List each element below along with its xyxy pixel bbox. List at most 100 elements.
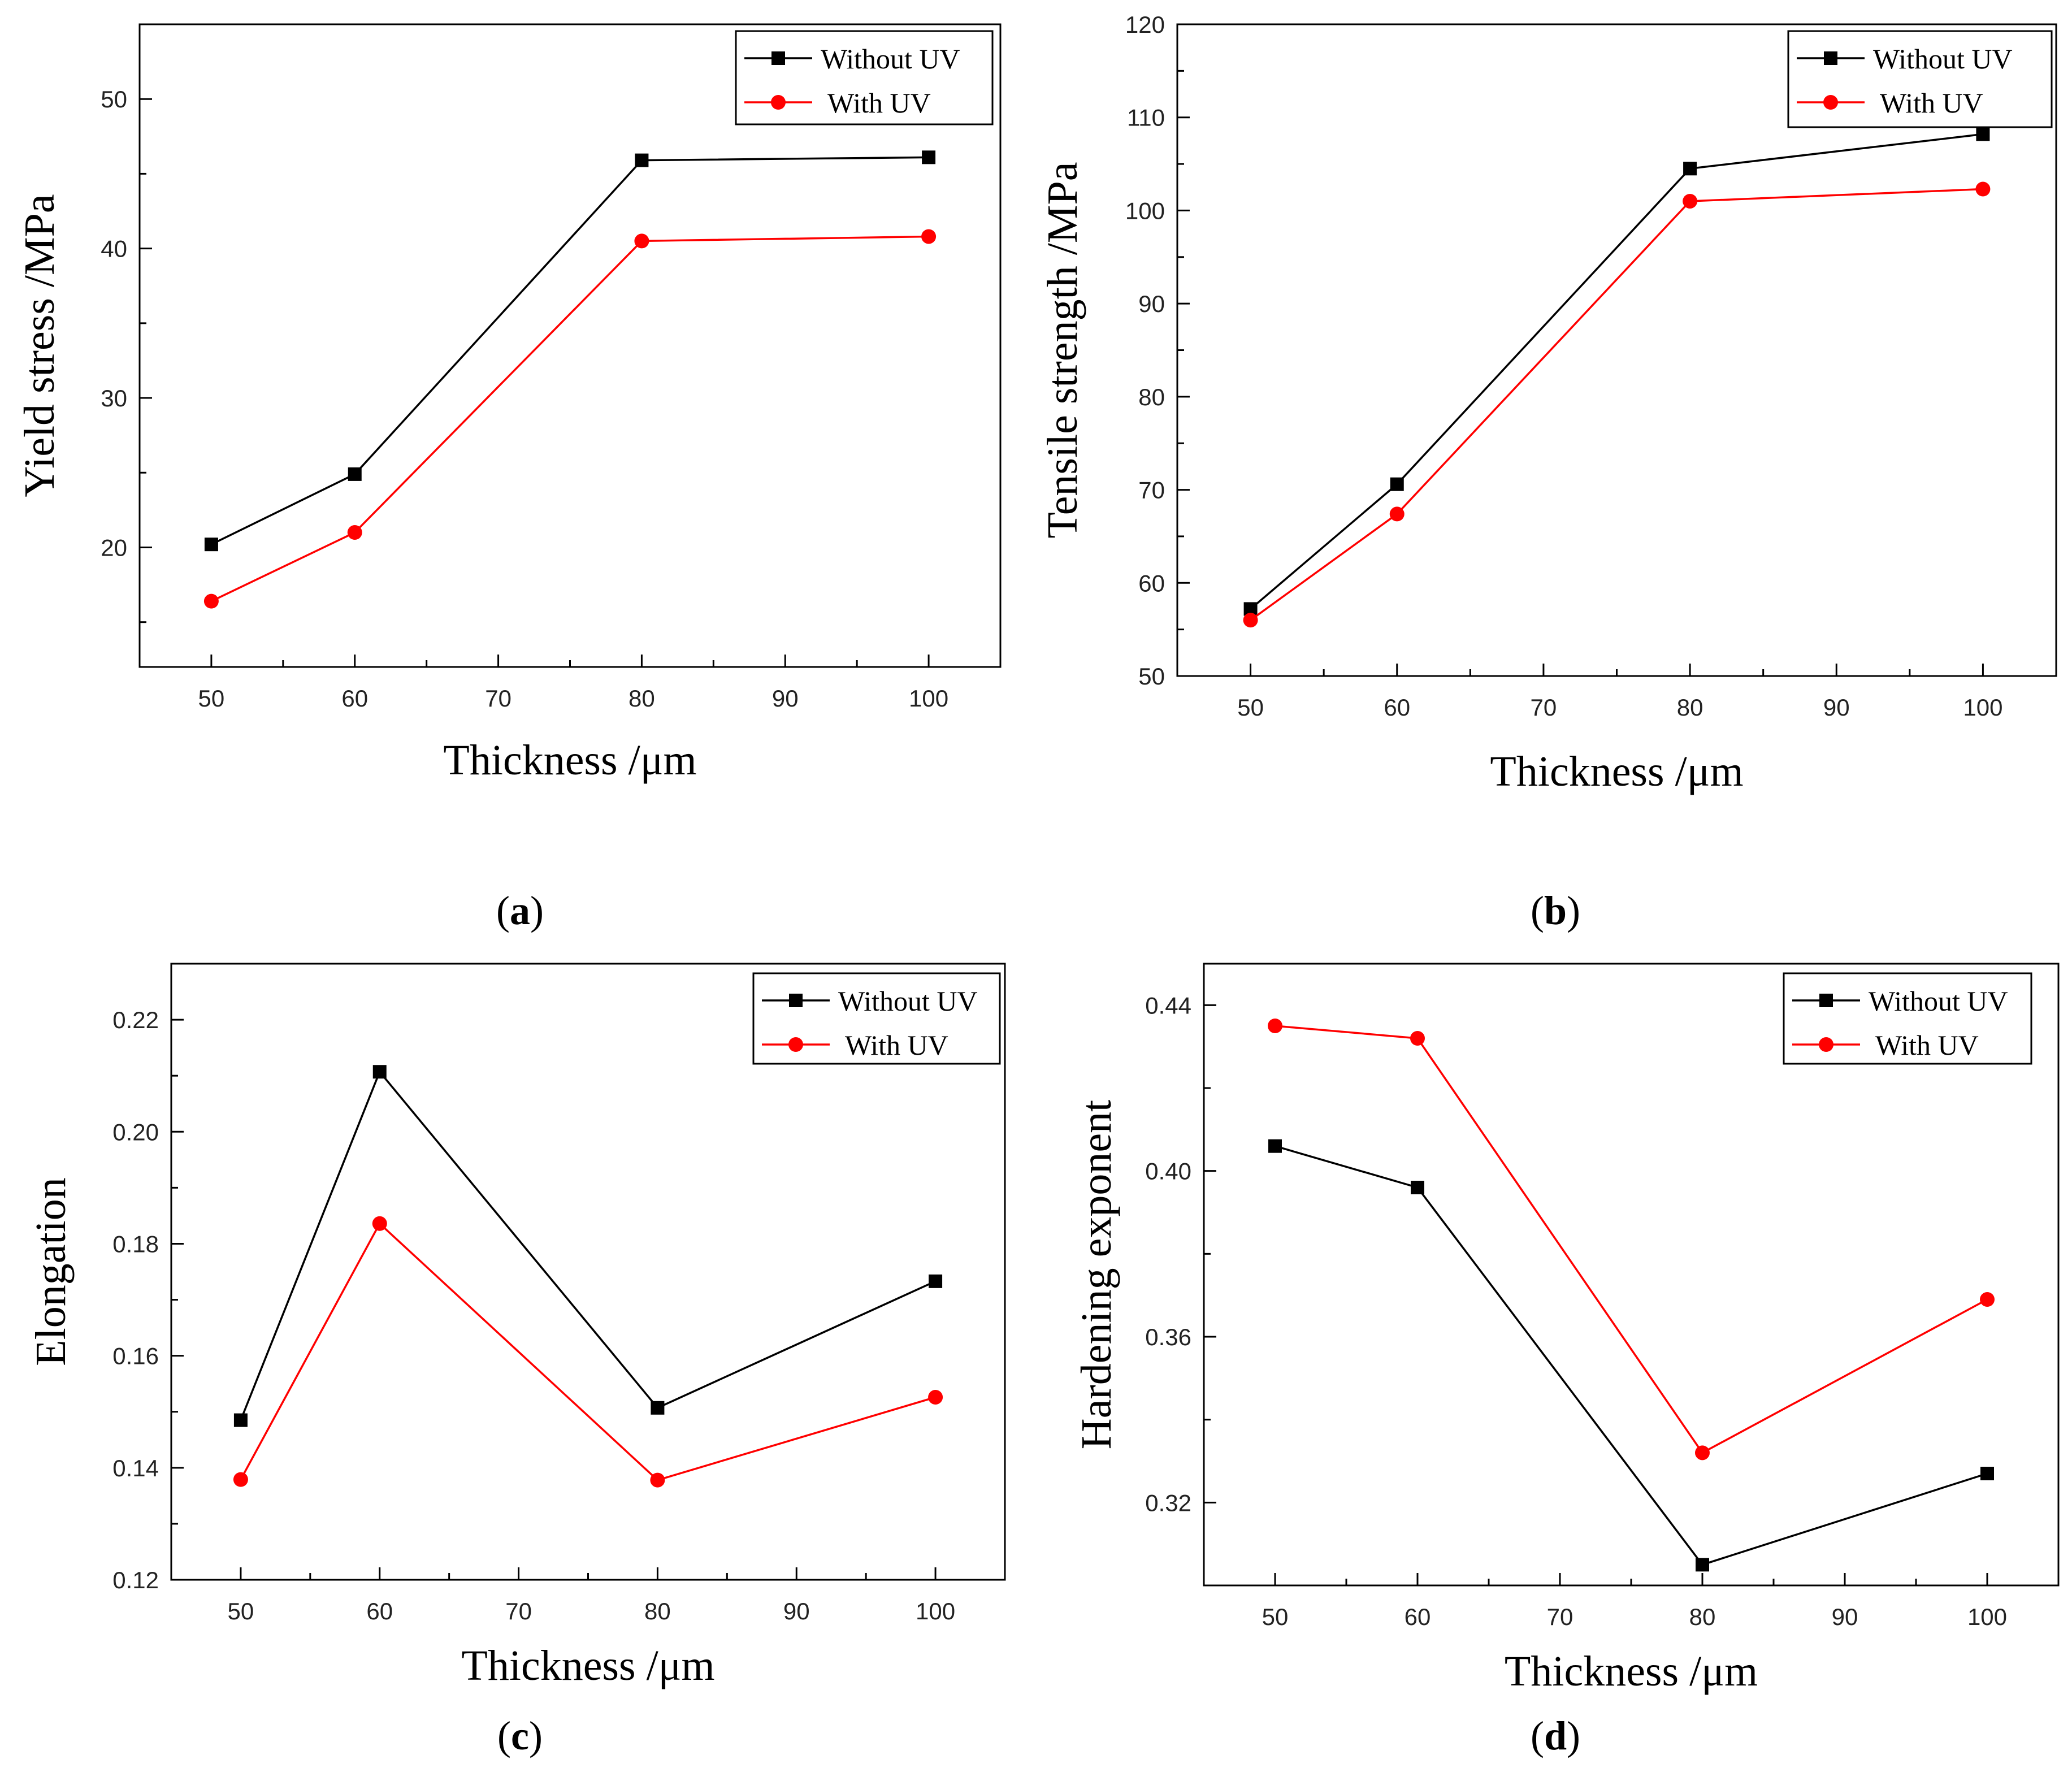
caption-close-paren: )	[529, 1713, 543, 1758]
x-tick-label: 70	[1547, 1604, 1573, 1630]
legend-label: Without UV	[1873, 43, 2013, 75]
caption-open-paren: (	[1531, 1713, 1544, 1758]
data-point-circle	[1683, 193, 1698, 209]
x-axis-title: Thickness /μm	[1490, 748, 1743, 795]
legend-label: With UV	[1880, 87, 1983, 119]
data-point-circle	[1268, 1019, 1282, 1033]
series-line-with-uv	[1250, 188, 1983, 621]
data-point-circle	[347, 525, 362, 540]
y-axis-title: Elongation	[27, 1177, 75, 1366]
data-point-square	[635, 153, 649, 167]
legend-marker-circle	[1823, 95, 1838, 110]
y-tick-label: 70	[1138, 477, 1165, 504]
series-line-without-uv	[1250, 133, 1983, 610]
data-point-circle	[233, 1472, 248, 1487]
series-line-with-uv	[211, 235, 929, 603]
legend: Without UV With UV	[735, 30, 994, 125]
data-point-circle	[921, 229, 937, 244]
legend-label: With UV	[827, 87, 931, 119]
caption-letter: c	[511, 1713, 529, 1758]
x-tick-label: 70	[1531, 694, 1557, 721]
series-line-with-uv	[1275, 1025, 1988, 1454]
panel-caption: (c)	[497, 1713, 543, 1758]
caption-letter: a	[510, 888, 530, 933]
y-tick-label: 0.20	[112, 1119, 159, 1145]
y-tick-label: 80	[1138, 384, 1165, 410]
panel-caption: (b)	[1531, 888, 1580, 933]
x-tick-label: 70	[505, 1598, 532, 1624]
y-tick-label: 0.18	[112, 1230, 159, 1257]
y-tick-label: 110	[1127, 105, 1165, 131]
x-tick-label: 60	[1384, 694, 1410, 721]
x-tick-label: 50	[228, 1598, 254, 1624]
legend-label: Without UV	[838, 985, 978, 1017]
x-tick-label: 90	[772, 685, 799, 712]
y-axis-title: Tensile strength /MPa	[1039, 162, 1086, 539]
x-tick-label: 90	[1823, 694, 1850, 721]
panel-caption: (d)	[1531, 1713, 1580, 1758]
y-tick-label: 0.22	[112, 1007, 159, 1033]
x-axis-title: Thickness /μm	[461, 1642, 714, 1689]
x-tick-label: 50	[1262, 1604, 1289, 1630]
legend-marker-circle	[1819, 1037, 1833, 1052]
data-point-square	[1976, 127, 1990, 141]
x-tick-label: 90	[783, 1598, 810, 1624]
data-point-circle	[634, 233, 649, 249]
y-axis-title: Yield stress /MPa	[16, 194, 63, 497]
y-tick-label: 0.12	[112, 1567, 159, 1593]
caption-close-paren: )	[1567, 1713, 1580, 1758]
data-point-square	[929, 1274, 943, 1288]
legend-marker-circle	[771, 95, 786, 110]
chart-panel-c: 50 60 70 80 90 100 0.12 0.14 0.16 0.18 0.20 0.22 Thi…	[27, 963, 1006, 1758]
y-tick-label: 0.36	[1145, 1324, 1191, 1350]
data-point-circle	[650, 1472, 665, 1488]
series-line-without-uv	[1275, 1145, 1988, 1566]
x-tick-label: 50	[198, 685, 225, 712]
legend: Without UV With UV	[752, 972, 1001, 1065]
caption-letter: d	[1544, 1713, 1567, 1758]
data-point-square	[1411, 1181, 1424, 1194]
caption-open-paren: (	[496, 888, 510, 933]
data-point-square	[233, 1413, 248, 1427]
y-tick-label: 60	[1138, 570, 1165, 596]
caption-close-paren: )	[530, 888, 544, 933]
legend-marker-square	[789, 994, 803, 1007]
legend-label: Without UV	[1869, 985, 2008, 1017]
data-point-square	[348, 467, 362, 481]
caption-letter: b	[1544, 888, 1567, 933]
x-tick-label: 80	[1677, 694, 1703, 721]
legend-label: With UV	[845, 1029, 948, 1061]
x-tick-label: 80	[644, 1598, 671, 1624]
chart-panel-b: 50 60 70 80 90 100 50 60 70 80 90 100 110 120 Thicknes…	[1039, 11, 2057, 933]
y-tick-label: 0.14	[112, 1455, 159, 1481]
y-axis-title: Hardening exponent	[1073, 1100, 1120, 1449]
legend-label: Without UV	[821, 43, 960, 75]
data-point-square	[1268, 1139, 1282, 1153]
data-point-circle	[1980, 1292, 1995, 1307]
y-tick-label: 20	[101, 534, 127, 561]
x-tick-label: 100	[916, 1598, 955, 1624]
y-tick-label: 50	[101, 86, 127, 112]
series-line-without-uv	[240, 1069, 936, 1421]
data-point-square	[204, 538, 218, 552]
legend: Without UV With UV	[1783, 972, 2032, 1065]
x-tick-label: 60	[1405, 1604, 1431, 1630]
y-tick-label: 30	[101, 385, 127, 411]
caption-open-paren: (	[1531, 888, 1544, 933]
x-tick-label: 60	[341, 685, 368, 712]
data-point-square	[1683, 162, 1697, 176]
data-point-circle	[1389, 506, 1405, 522]
caption-close-paren: )	[1567, 888, 1580, 933]
y-tick-label: 40	[101, 236, 127, 262]
y-tick-label: 100	[1125, 197, 1165, 224]
data-point-circle	[372, 1216, 387, 1231]
x-axis-title: Thickness /μm	[443, 736, 696, 784]
legend-box	[1787, 30, 2053, 128]
data-point-square	[1980, 1467, 1994, 1480]
x-tick-label: 80	[628, 685, 655, 712]
x-tick-label: 50	[1237, 694, 1264, 721]
x-tick-label: 60	[366, 1598, 393, 1624]
data-point-square	[372, 1065, 387, 1079]
y-tick-label: 0.32	[1145, 1489, 1191, 1516]
